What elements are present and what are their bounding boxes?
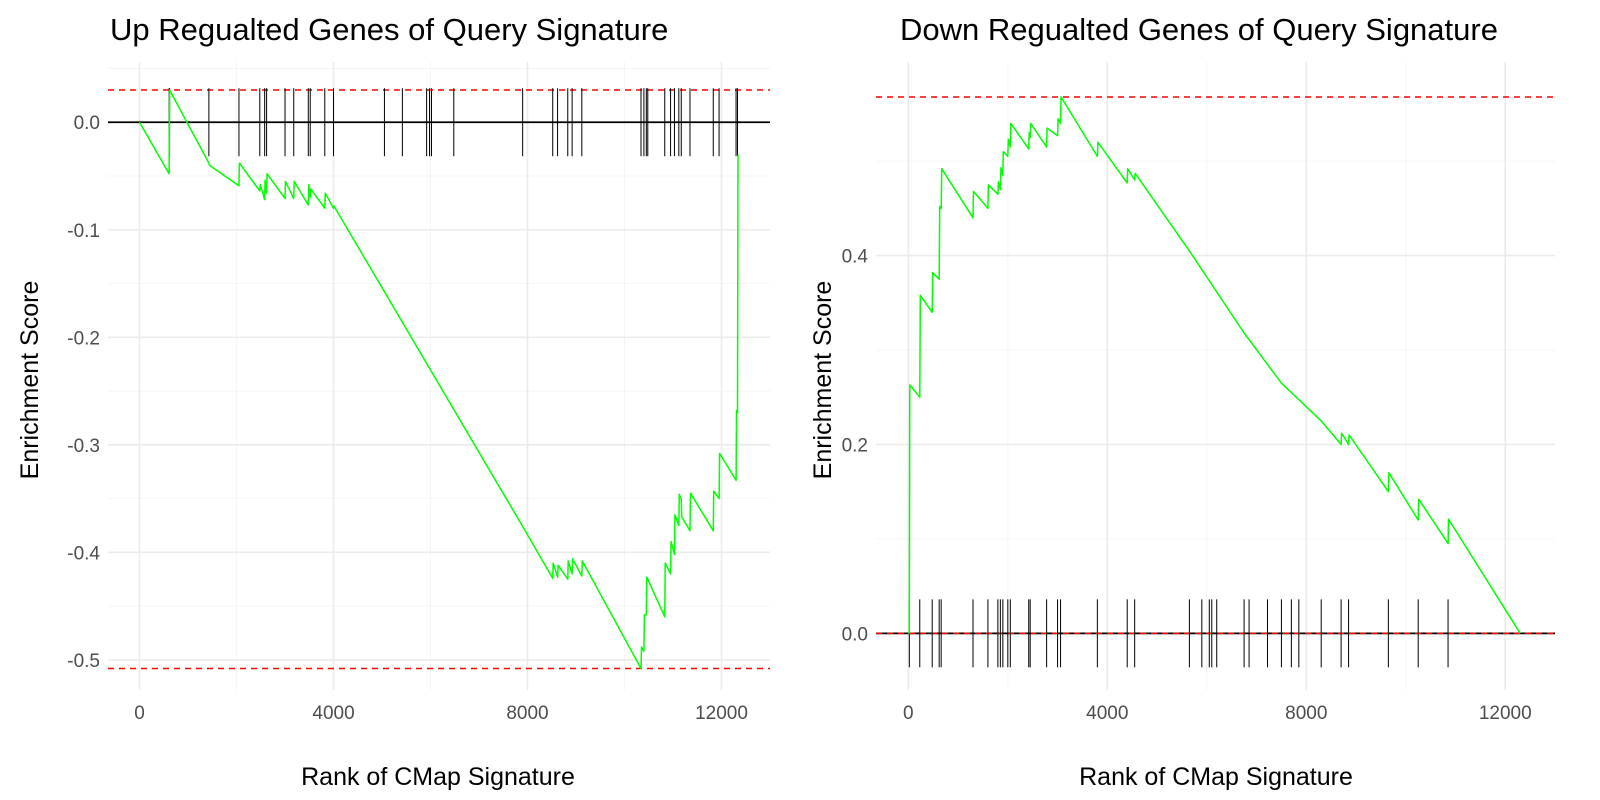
up-panel-title: Up Regualted Genes of Query Signature (110, 12, 668, 47)
x-tick-label: 0 (134, 703, 145, 724)
up-regulated-panel: Up Regualted Genes of Query Signature Ra… (16, 12, 770, 791)
down-panel-series (908, 96, 1521, 635)
down-panel-y-axis-title: Enrichment Score (809, 281, 837, 480)
x-tick-label: 0 (903, 703, 914, 724)
x-tick-label: 4000 (1086, 703, 1128, 724)
down-panel-title: Down Regualted Genes of Query Signature (900, 12, 1498, 47)
up-panel-grid (108, 62, 770, 690)
x-tick-label: 8000 (506, 703, 548, 724)
y-tick-label: 0.4 (842, 247, 869, 268)
enrichment-score-line (908, 96, 1521, 635)
x-tick-label: 8000 (1285, 703, 1327, 724)
y-tick-label: -0.1 (67, 221, 100, 242)
up-panel-series (138, 89, 739, 670)
y-tick-label: -0.2 (67, 328, 100, 349)
down-panel-x-axis-title: Rank of CMap Signature (1079, 763, 1353, 791)
y-tick-label: -0.4 (67, 543, 100, 564)
y-tick-label: -0.3 (67, 436, 100, 457)
down-panel-tick-labels: 0 4000 8000 12000 0.0 0.2 0.4 (842, 247, 1532, 724)
y-tick-label: 0.2 (842, 435, 868, 456)
up-panel-x-axis-title: Rank of CMap Signature (301, 763, 575, 791)
x-tick-label: 4000 (312, 703, 354, 724)
up-panel-reference-lines (108, 89, 770, 670)
down-panel-grid (876, 62, 1555, 690)
down-regulated-panel: Down Regualted Genes of Query Signature … (809, 12, 1555, 791)
x-tick-label: 12000 (1479, 703, 1532, 724)
y-tick-label: 0.0 (74, 113, 100, 134)
up-panel-tick-labels: 0 4000 8000 12000 -0.5 -0.4 -0.3 -0.2 -0.1 0.0 (67, 113, 748, 724)
enrichment-score-line (138, 89, 739, 670)
down-panel-reference-lines (876, 96, 1555, 635)
y-tick-label: 0.0 (842, 624, 868, 645)
y-tick-label: -0.5 (67, 651, 100, 672)
up-panel-y-axis-title: Enrichment Score (16, 281, 44, 480)
x-tick-label: 12000 (695, 703, 748, 724)
